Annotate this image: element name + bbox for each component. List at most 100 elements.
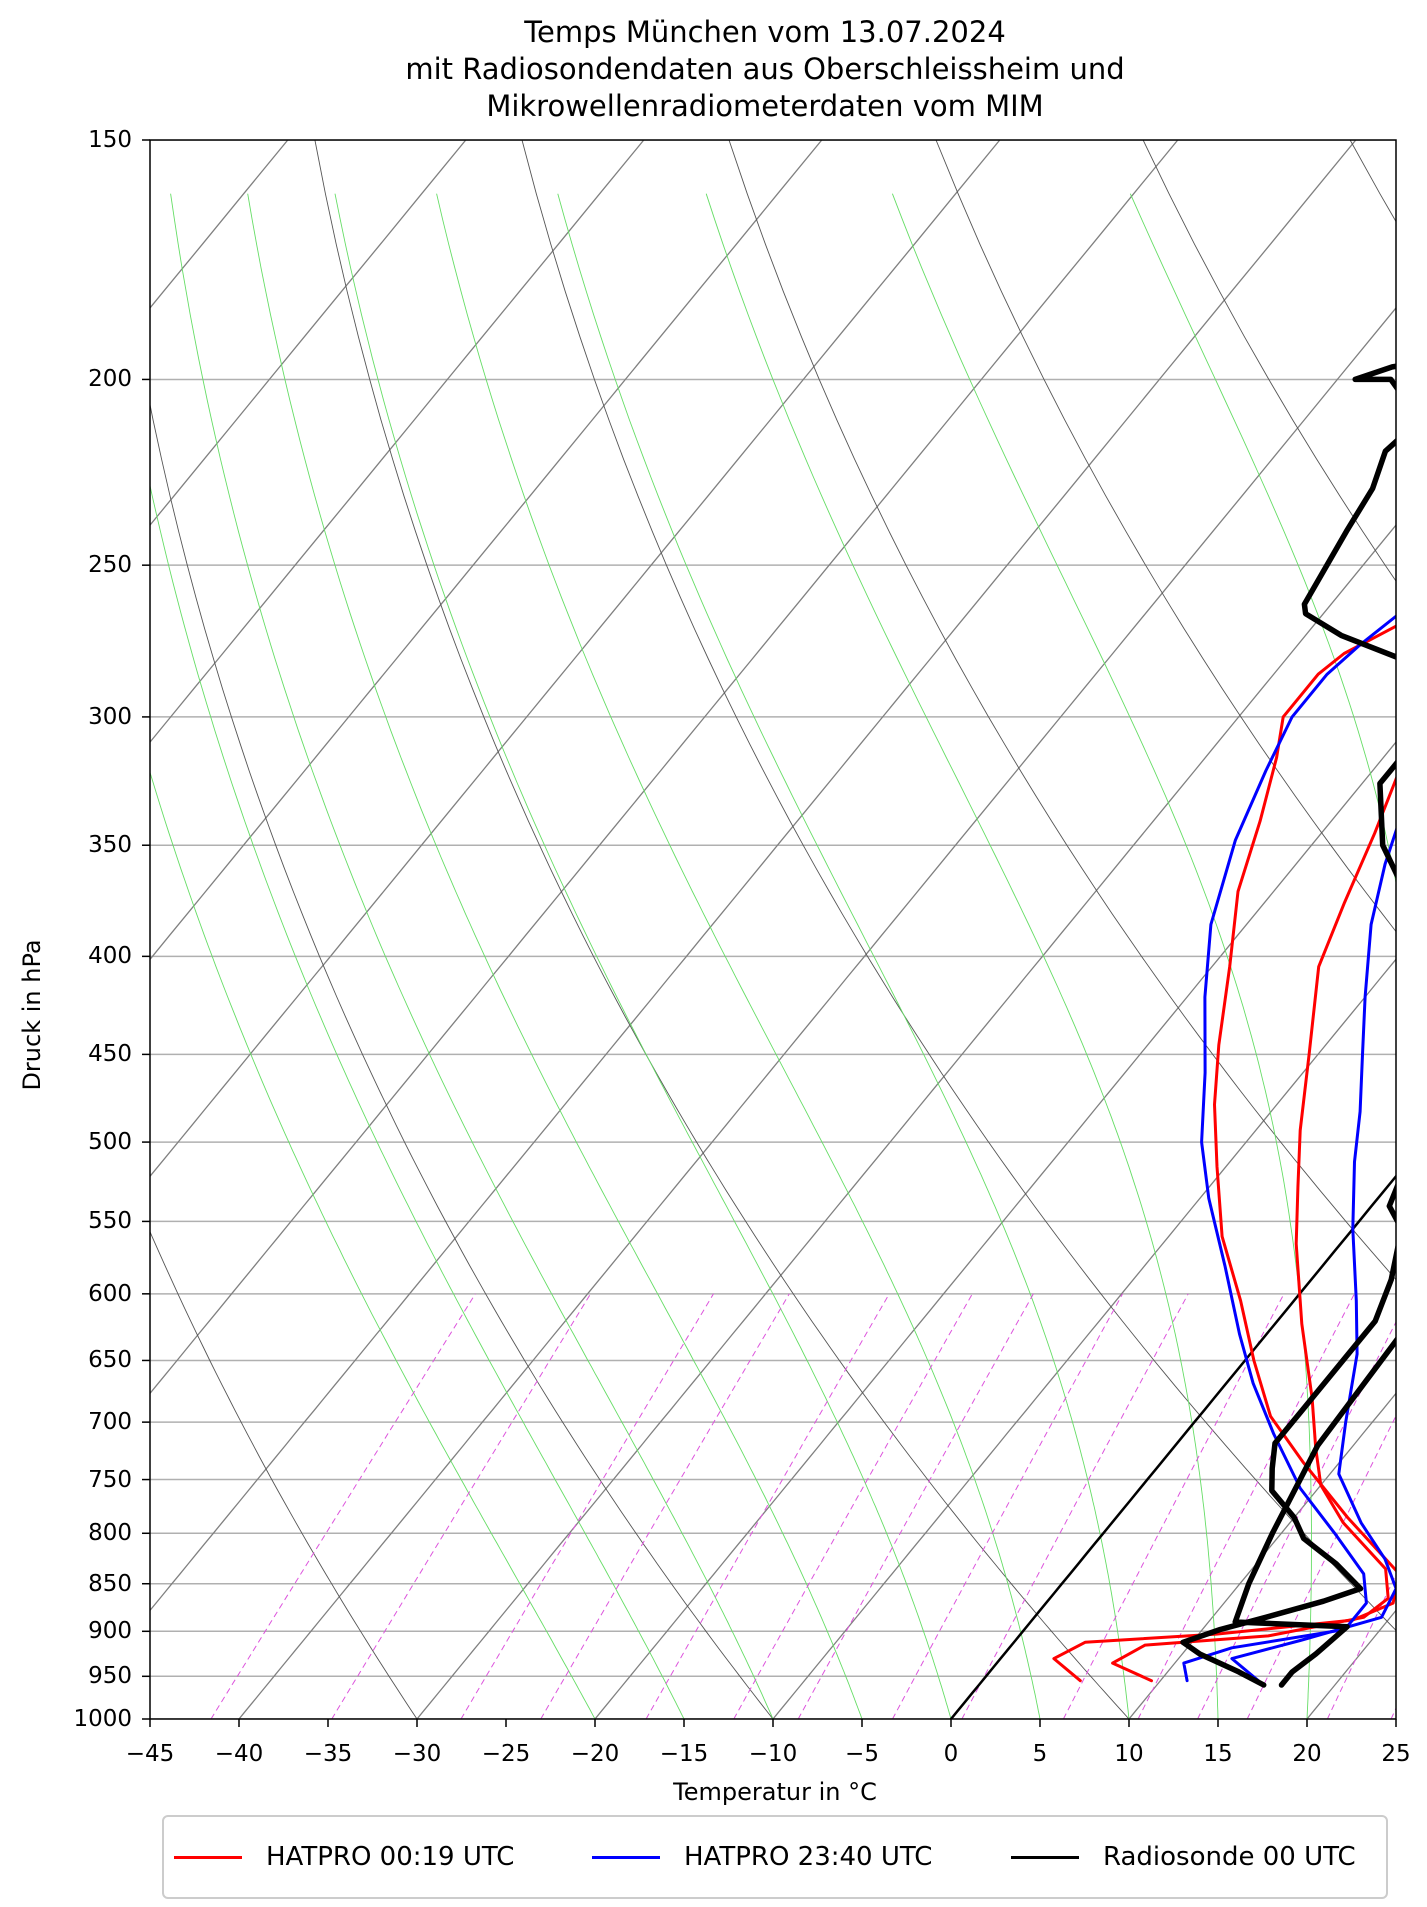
moist-adiabat-line [891,193,1312,1719]
moist-adiabat-line [1129,193,1396,1719]
dry-adiabat-line [521,140,1396,1632]
moist-adiabat-line [334,193,952,1719]
mixing-ratio-line [1137,1293,1355,1719]
y-tick-label: 400 [88,943,132,970]
mixing-ratio-line [892,1293,1124,1719]
x-tick-label: −20 [570,1741,620,1767]
isotherm-line [0,0,209,1760]
x-tick-label: −45 [125,1741,175,1767]
moist-adiabat-line [436,193,1041,1719]
y-tick-label: 950 [88,1663,132,1690]
x-tick-label: −15 [659,1741,709,1767]
y-tick-label: 700 [88,1409,132,1436]
isotherm-line [150,140,1357,1612]
y-tick-label: 300 [88,703,132,730]
moist-adiabat-line [557,193,1130,1719]
y-tick-label: 200 [88,366,132,393]
y-tick-label: 150 [88,127,132,153]
grid-layer [0,0,1427,1760]
moist-adiabat-line [705,193,1219,1719]
isotherm-line [150,140,645,744]
mixing-ratio-line [331,1293,592,1719]
dry-adiabat-line [935,140,1396,933]
isotherm-line [0,0,31,1760]
y-tick-label: 250 [88,552,132,579]
y-tick-label: 350 [88,832,132,859]
x-tick-label: 5 [1032,1741,1048,1767]
dry-adiabat-line [1349,140,1396,223]
y-tick-label: 1000 [73,1706,132,1732]
isotherm-line [238,306,1396,1719]
isotherm-line [1306,1609,1396,1719]
series-line-1 [1230,826,1396,1683]
legend-swatch-blue [592,1855,660,1859]
legend-item-hatpro-0019: HATPRO 00:19 UTC [174,1817,514,1897]
isotherm-line [594,741,1396,1719]
isotherm-line [950,1175,1396,1719]
mixing-ratio-line [460,1293,714,1719]
x-tick-label: −5 [845,1741,879,1767]
y-tick-label: 850 [88,1570,132,1597]
y-tick-label: 650 [88,1347,132,1374]
series-line-2 [1232,363,1396,1688]
y-tick-label: 750 [88,1466,132,1493]
chart-title-line-1: Temps München vom 13.07.2024 [524,15,1006,49]
isotherm-line [772,958,1396,1719]
x-tick-label: 15 [1203,1741,1233,1767]
isotherm-line [150,140,1179,1395]
isotherm-line [416,524,1396,1719]
mixing-ratio-line [210,1293,476,1719]
series-layer [1052,363,1396,1688]
x-tick-label: −40 [214,1741,264,1767]
chart-title-line-2: mit Radiosondendaten aus Oberschleisshei… [405,52,1125,86]
y-tick-label: 900 [88,1618,132,1645]
isotherm-line [150,140,289,309]
series-line-2 [1180,1242,1396,1688]
x-tick-label: −10 [748,1741,798,1767]
series-line-1 [1182,614,1396,1683]
moist-adiabat-line [247,193,863,1719]
series-line-0 [1111,775,1396,1683]
mixing-ratio-line [1062,1293,1285,1719]
mixing-ratio-line [645,1293,890,1719]
mixing-ratio-line [1326,1573,1396,1719]
dry-adiabat-line [314,140,1130,1719]
isotherm-line [150,140,467,527]
moist-adiabat-line [150,483,685,1719]
zero-isotherm-line [949,1174,1396,1719]
x-tick-label: 10 [1114,1741,1144,1767]
mixing-ratio-line [540,1293,790,1719]
y-tick-label: 550 [88,1208,132,1235]
isotherm-line [150,140,823,961]
x-tick-label: 0 [943,1741,959,1767]
y-tick-label: 500 [88,1129,132,1156]
x-tick-label: −30 [392,1741,442,1767]
legend-item-radiosonde: Radiosonde 00 UTC [1011,1817,1356,1897]
y-tick-label: 450 [88,1041,132,1068]
legend-label-hatpro-2340: HATPRO 23:40 UTC [684,1842,933,1872]
legend-label-hatpro-0019: HATPRO 00:19 UTC [266,1842,515,1872]
y-tick-label: 800 [88,1520,132,1547]
mixing-ratio-line [1197,1320,1396,1719]
dry-adiabat-line [728,140,1396,1281]
legend-item-hatpro-2340: HATPRO 23:40 UTC [592,1817,932,1897]
isotherm-line [150,140,1001,1178]
dry-adiabat-line [1377,0,1427,1760]
dry-adiabat-line [1142,140,1396,582]
mixing-ratio-line [1246,1414,1396,1719]
legend-label-radiosonde: Radiosonde 00 UTC [1103,1842,1356,1872]
x-tick-label: 20 [1292,1741,1322,1767]
moist-adiabat-line [170,193,774,1719]
x-tick-label: −25 [481,1741,531,1767]
x-tick-label: −35 [303,1741,353,1767]
chart-title-line-3: Mikrowellenradiometerdaten vom MIM [486,89,1044,123]
x-tick-label: 25 [1381,1741,1411,1767]
legend-swatch-red [174,1855,242,1859]
legend-swatch-black [1011,1855,1079,1859]
mixing-ratio-line [733,1293,973,1719]
x-axis-label: Temperatur in °C [673,1778,877,1806]
isotherm-line [1128,1392,1396,1719]
moist-adiabat-line [150,771,596,1719]
dry-adiabat-line [150,402,774,1719]
